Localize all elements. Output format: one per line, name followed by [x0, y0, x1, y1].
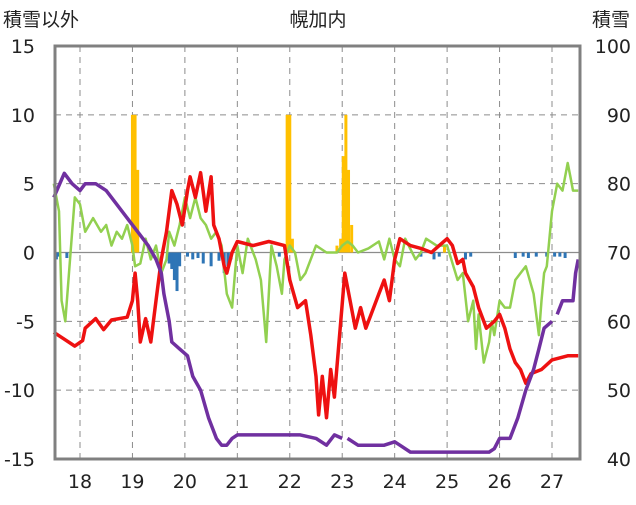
left-tick-label: 5: [23, 174, 35, 196]
left-tick-label: -15: [4, 449, 35, 471]
bars: [54, 114, 567, 292]
snow-depth-line: [555, 259, 580, 316]
negative-bar: [201, 252, 205, 264]
snow-depth-line: [346, 319, 554, 454]
left-tick-label: 10: [11, 105, 35, 127]
left-tick-label: 15: [11, 36, 35, 58]
negative-bar: [178, 252, 182, 267]
plot-frame: [53, 44, 582, 461]
precip-bar: [442, 245, 446, 253]
x-tick-label: 27: [540, 471, 564, 493]
negative-bar: [437, 252, 441, 257]
x-tick-label: 22: [278, 471, 302, 493]
precip-bar: [133, 114, 137, 253]
negative-bar: [226, 252, 230, 267]
temperature-line: [52, 170, 579, 420]
negative-bar: [209, 252, 213, 267]
negative-bar: [196, 252, 200, 259]
negative-bar: [191, 252, 195, 260]
negative-bar: [469, 252, 473, 257]
negative-bar: [432, 252, 436, 260]
negative-bar: [175, 252, 179, 292]
precip-bar: [341, 156, 345, 253]
left-tick-label: -10: [4, 380, 35, 402]
x-tick-label: 26: [487, 471, 511, 493]
x-tick-label: 19: [120, 471, 144, 493]
negative-bar: [463, 252, 467, 260]
negative-bar: [558, 252, 562, 257]
right-tick-label: 90: [607, 105, 631, 127]
x-tick-label: 23: [330, 471, 354, 493]
negative-bar: [172, 252, 176, 281]
left-tick-label: 0: [23, 243, 35, 265]
snow-depth-line: [52, 171, 343, 447]
negative-bar: [521, 252, 525, 257]
negative-bar: [65, 252, 69, 259]
negative-bar: [170, 252, 174, 270]
right-axis-label: 積雪: [592, 9, 630, 31]
negative-bar: [534, 252, 538, 257]
negative-bar: [563, 252, 567, 259]
precip-bar: [344, 114, 348, 253]
right-tick-label: 50: [607, 380, 631, 402]
precip-bar: [285, 114, 289, 253]
precip-bar: [288, 114, 292, 253]
precip-bar: [347, 169, 351, 253]
green-series-line: [52, 161, 579, 364]
negative-bar: [167, 252, 171, 264]
x-tick-label: 25: [435, 471, 459, 493]
precip-bar: [130, 114, 134, 253]
right-tick-label: 100: [595, 36, 631, 58]
negative-bar: [513, 252, 517, 259]
lines: [52, 161, 580, 454]
right-tick-label: 60: [607, 311, 631, 333]
precip-bar: [335, 245, 339, 253]
right-tick-label: 70: [607, 243, 631, 265]
chart-title: 幌加内: [289, 9, 346, 31]
left-axis-label: 積雪以外: [3, 9, 79, 31]
precip-bar: [350, 224, 354, 253]
precip-bar: [290, 238, 294, 253]
negative-bar: [553, 252, 557, 257]
negative-bar: [217, 252, 221, 261]
x-tick-label: 21: [225, 471, 249, 493]
negative-bar: [526, 252, 530, 259]
negative-bar: [186, 252, 190, 257]
right-tick-label: 80: [607, 174, 631, 196]
right-tick-label: 40: [607, 449, 631, 471]
precip-bar: [136, 169, 140, 253]
x-tick-label: 24: [383, 471, 407, 493]
negative-bar: [277, 252, 281, 257]
grid: [55, 46, 580, 459]
x-tick-label: 20: [173, 471, 197, 493]
x-tick-label: 18: [68, 471, 92, 493]
left-tick-label: -5: [16, 311, 35, 333]
